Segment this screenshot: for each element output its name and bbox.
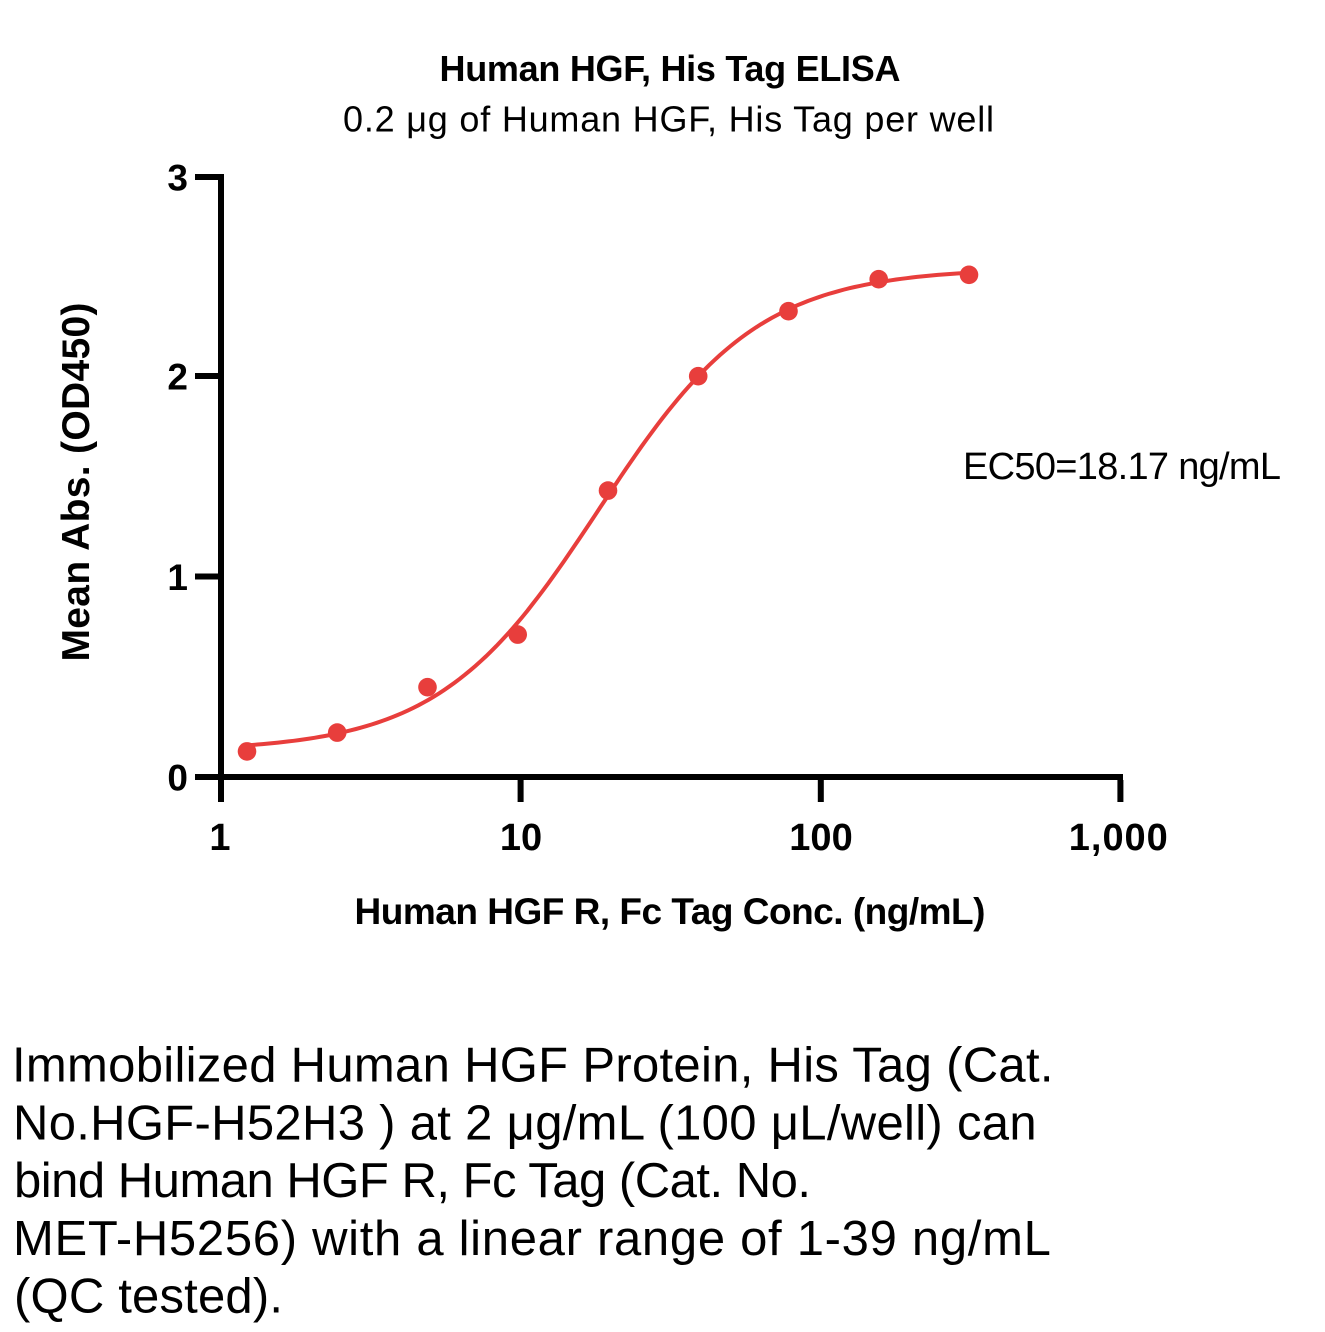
svg-text:No.HGF-H52H3 ) at 2 μg/mL (100: No.HGF-H52H3 ) at 2 μg/mL (100 μL/well) … <box>13 1096 1037 1150</box>
svg-text:0.2 μg of Human HGF, His Tag p: 0.2 μg of Human HGF, His Tag per well <box>343 99 994 140</box>
svg-text:100: 100 <box>789 817 852 859</box>
svg-text:Immobilized Human HGF Protein,: Immobilized Human HGF Protein, His Tag (… <box>12 1039 1054 1093</box>
svg-text:1,000: 1,000 <box>1069 817 1168 859</box>
svg-text:0: 0 <box>167 758 188 799</box>
svg-text:(QC tested).: (QC tested). <box>14 1270 283 1324</box>
svg-text:1: 1 <box>167 557 188 598</box>
svg-text:1: 1 <box>209 817 230 859</box>
svg-text:10: 10 <box>500 817 542 859</box>
svg-text:MET-H5256) with a linear range: MET-H5256) with a linear range of 1-39 n… <box>13 1212 1051 1266</box>
svg-text:Human HGF, His Tag ELISA: Human HGF, His Tag ELISA <box>440 48 901 89</box>
svg-text:bind Human HGF R, Fc Tag (Cat.: bind Human HGF R, Fc Tag (Cat. No. <box>14 1154 811 1208</box>
svg-text:EC50=18.17 ng/mL: EC50=18.17 ng/mL <box>963 446 1281 488</box>
svg-text:Human HGF R, Fc Tag Conc. (ng/: Human HGF R, Fc Tag Conc. (ng/mL) <box>355 891 986 932</box>
svg-text:2: 2 <box>167 357 188 398</box>
svg-text:Mean Abs. (OD450): Mean Abs. (OD450) <box>55 303 98 662</box>
svg-text:3: 3 <box>167 158 188 199</box>
